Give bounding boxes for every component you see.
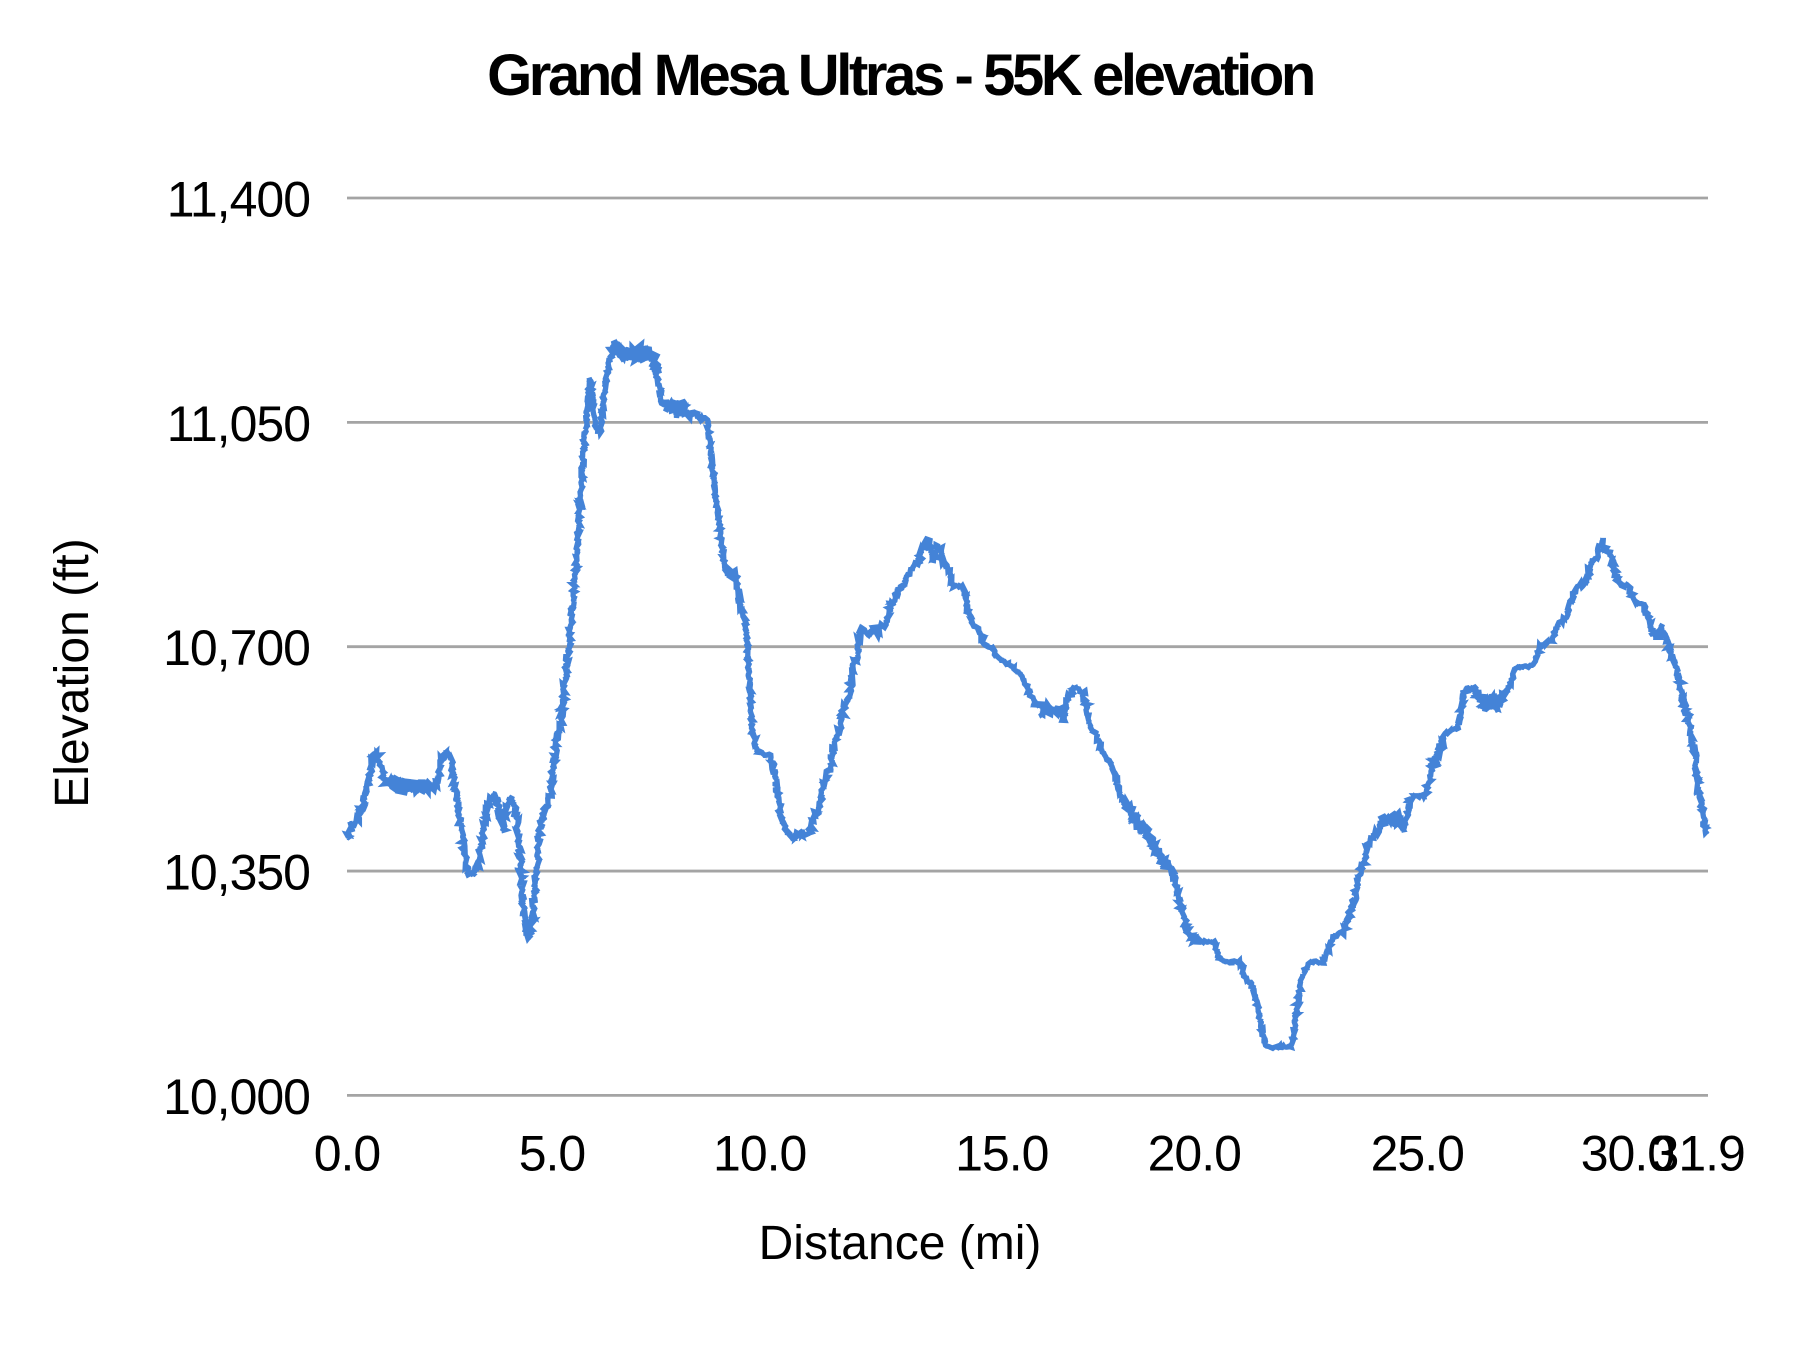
svg-text:Elevation (ft): Elevation (ft) — [46, 538, 99, 807]
svg-text:10,700: 10,700 — [163, 620, 310, 676]
svg-text:15.0: 15.0 — [955, 1126, 1048, 1182]
svg-text:10,000: 10,000 — [163, 1069, 310, 1125]
svg-text:20.0: 20.0 — [1148, 1126, 1241, 1182]
svg-text:25.0: 25.0 — [1371, 1126, 1464, 1182]
svg-text:Grand Mesa Ultras - 55K elevat: Grand Mesa Ultras - 55K elevation — [487, 43, 1313, 108]
svg-text:31.9: 31.9 — [1652, 1126, 1745, 1182]
svg-text:0.0: 0.0 — [314, 1126, 381, 1182]
svg-text:10.0: 10.0 — [713, 1126, 806, 1182]
svg-text:30.0: 30.0 — [1581, 1126, 1674, 1182]
svg-text:11,050: 11,050 — [167, 396, 310, 452]
svg-text:10,350: 10,350 — [163, 845, 310, 901]
svg-text:11,400: 11,400 — [167, 172, 310, 228]
svg-text:5.0: 5.0 — [519, 1126, 586, 1182]
svg-text:Distance (mi): Distance (mi) — [759, 1217, 1042, 1270]
